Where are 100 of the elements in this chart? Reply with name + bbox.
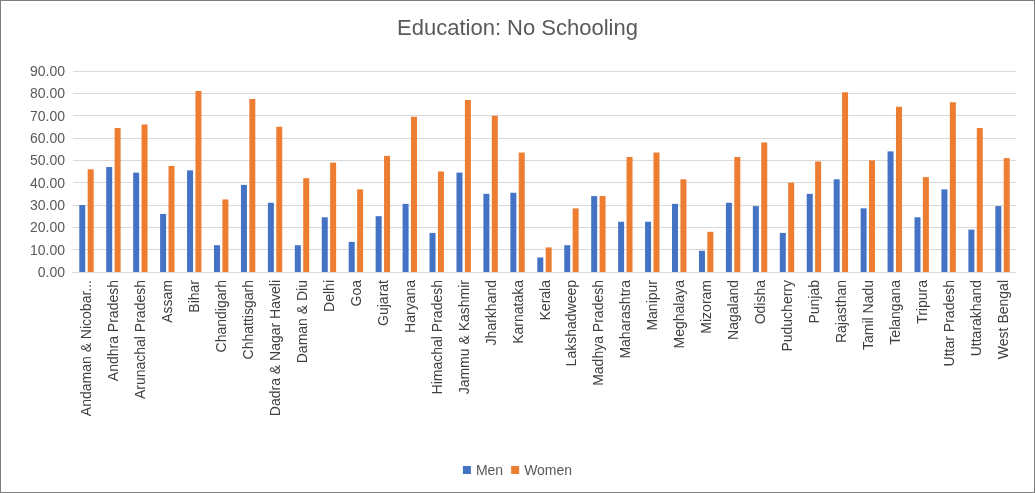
x-tick-label: Manipur [644, 279, 661, 331]
y-tick-label: 40.00 [29, 174, 66, 191]
x-tick-label: Jammu & Kashmir [455, 279, 472, 395]
x-tick-label: Tripura [913, 279, 930, 324]
x-tick-label: Karnataka [509, 279, 526, 344]
bar [483, 193, 490, 272]
x-tick-label: Andhra Pradesh [105, 280, 122, 382]
bar [240, 184, 247, 272]
x-tick-label: Bihar [186, 279, 203, 313]
x-tick-label: Mizoram [698, 280, 715, 334]
bar [437, 171, 444, 272]
bar [249, 98, 256, 272]
bar [788, 182, 795, 272]
bar [626, 156, 633, 272]
bar [357, 189, 364, 272]
bar [330, 162, 337, 272]
bar [133, 172, 140, 272]
x-tick-label: Tamil Nadu [859, 280, 876, 351]
bar [887, 151, 894, 272]
bar [106, 167, 113, 272]
bar [941, 189, 948, 272]
x-tick-label: Daman & Diu [294, 280, 311, 364]
y-tick-label: 80.00 [29, 85, 66, 102]
bar [160, 213, 167, 272]
bar [707, 231, 714, 272]
bar [645, 221, 652, 272]
bar [976, 127, 983, 272]
bar [187, 170, 194, 272]
x-tick-label: Himachal Pradesh [428, 280, 445, 395]
bar [213, 245, 220, 272]
x-tick-label: Assam [159, 280, 176, 323]
bar [698, 250, 705, 272]
x-tick-label: Rajasthan [832, 280, 849, 344]
x-tick-label: Uttar Pradesh [940, 280, 957, 367]
bar [114, 127, 121, 272]
x-tick-label: Jharkhand [482, 280, 499, 346]
x-tick-label: Dadra & Nagar Haveli [267, 280, 284, 417]
bar [222, 199, 229, 272]
x-tick-label: West Bengal [994, 280, 1011, 360]
bar [564, 245, 571, 272]
x-tick-label: Andaman & Nicobar... [78, 280, 95, 417]
x-tick-label: Kerala [536, 279, 553, 321]
bar [922, 177, 929, 272]
bar [860, 208, 867, 272]
x-tick-label: Nagaland [725, 280, 742, 340]
y-tick-label: 20.00 [29, 219, 66, 236]
bar [815, 161, 822, 272]
bar [429, 232, 436, 272]
x-tick-label: Meghalaya [671, 279, 688, 349]
bar [572, 208, 579, 272]
bar [348, 241, 355, 272]
bar [895, 106, 902, 272]
bar [410, 116, 417, 272]
x-tick-label: Lakshadweep [563, 279, 580, 367]
y-tick-label: 70.00 [29, 107, 66, 124]
bar [968, 229, 975, 272]
bar [294, 245, 301, 272]
chart-title: Education: No Schooling [397, 14, 638, 40]
y-tick-label: 0.00 [37, 264, 66, 280]
bar [79, 205, 86, 272]
bar [1003, 158, 1010, 272]
bar [734, 156, 741, 272]
bar [752, 206, 759, 272]
bar [833, 179, 840, 272]
bar [672, 203, 679, 272]
y-tick-label: 10.00 [29, 241, 66, 258]
bar [303, 178, 310, 272]
bar [914, 217, 921, 272]
bar [949, 102, 956, 272]
x-tick-label: Chandigarh [213, 280, 230, 353]
bar [599, 196, 606, 272]
bar [761, 142, 768, 272]
x-tick-label: Odisha [752, 279, 769, 325]
bar [141, 124, 148, 272]
y-tick-label: 90.00 [29, 63, 66, 79]
bar [464, 100, 471, 272]
bar [491, 115, 498, 272]
bar [518, 152, 525, 272]
bar [510, 192, 517, 272]
bar [618, 221, 625, 272]
bar [842, 92, 849, 272]
bar [402, 203, 409, 272]
x-tick-label: Puducherry [778, 280, 795, 352]
bar [321, 217, 328, 272]
bar [653, 152, 660, 272]
bar [195, 91, 202, 272]
bar [384, 155, 391, 272]
x-tick-label: Telangana [886, 279, 903, 345]
bar [375, 216, 382, 272]
x-tick-label: Delhi [320, 280, 337, 312]
x-tick-label: Madhya Pradesh [590, 280, 607, 386]
x-tick-label: Uttarakhand [967, 280, 984, 357]
bar [806, 193, 813, 272]
bar [276, 126, 283, 272]
bar [537, 257, 544, 272]
bar [995, 206, 1002, 272]
x-tick-label: Maharashtra [617, 279, 634, 359]
y-tick-label: 60.00 [29, 130, 66, 146]
y-tick-label: 30.00 [29, 197, 66, 213]
x-tick-label: Punjab [805, 279, 822, 324]
